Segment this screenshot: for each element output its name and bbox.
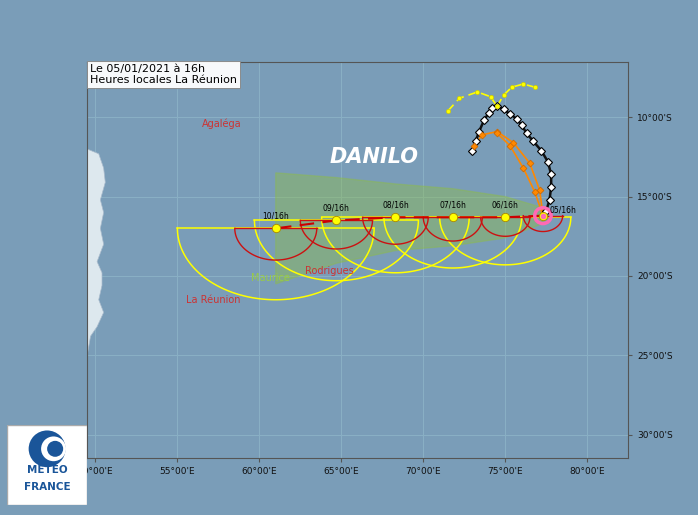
Text: 06/16h: 06/16h [492,200,519,209]
Circle shape [41,436,66,461]
Polygon shape [276,173,543,284]
Polygon shape [87,62,105,458]
Text: 08/16h: 08/16h [382,200,409,209]
Text: 05/16h: 05/16h [549,205,577,214]
Text: 09/16h: 09/16h [323,203,350,213]
Text: Agaléga: Agaléga [202,118,242,129]
Text: 07/16h: 07/16h [439,200,466,209]
Text: La Réunion: La Réunion [186,295,240,305]
Circle shape [47,441,63,457]
Text: Le 05/01/2021 à 16h
Heures locales La Réunion: Le 05/01/2021 à 16h Heures locales La Ré… [90,64,237,85]
Circle shape [29,431,66,467]
Text: FRANCE: FRANCE [24,482,70,492]
Text: METEO: METEO [27,466,68,475]
Text: DANILO: DANILO [329,147,419,167]
Text: 10/16h: 10/16h [262,212,289,220]
Text: Maurice: Maurice [251,272,290,283]
Text: Rodrigues: Rodrigues [305,266,354,276]
FancyBboxPatch shape [7,425,87,505]
